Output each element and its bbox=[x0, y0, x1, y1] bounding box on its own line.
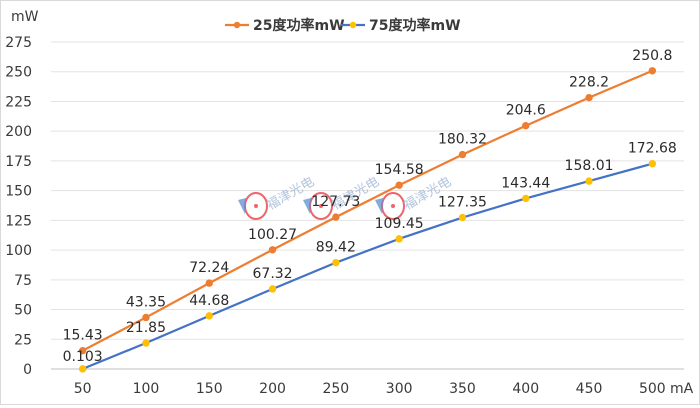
data-point-s1-6 bbox=[395, 181, 403, 189]
data-point-s2-6 bbox=[395, 235, 403, 243]
data-point-s2-7 bbox=[458, 213, 467, 222]
data-point-s1-10 bbox=[648, 67, 657, 75]
y-tick-label: 75 bbox=[14, 273, 32, 289]
y-tick-label: 0 bbox=[23, 362, 32, 378]
data-labels: 15.43 43.35 72.24 100.27 127.73 154.58 180.32 2… bbox=[63, 48, 677, 365]
logo-wing bbox=[238, 198, 246, 214]
data-label-s2-9: 158.01 bbox=[565, 158, 614, 174]
logo-wing bbox=[375, 198, 383, 214]
logo-dot bbox=[319, 204, 323, 208]
data-point-s1-8 bbox=[522, 122, 530, 130]
y-tick-label: 200 bbox=[5, 124, 32, 140]
data-label-s2-2: 21.85 bbox=[126, 320, 166, 336]
logo-dot bbox=[254, 204, 258, 208]
logo-wing bbox=[303, 198, 311, 214]
watermark-logo: 福津光电 bbox=[238, 174, 317, 220]
legend-label: 75度功率mW bbox=[369, 17, 461, 34]
x-tick-label: 300 bbox=[386, 381, 413, 397]
data-label-s2-5: 89.42 bbox=[316, 240, 356, 256]
y-tick-label: 25 bbox=[14, 332, 32, 348]
x-tick-label: 150 bbox=[196, 381, 223, 397]
x-tick-label: 350 bbox=[449, 381, 476, 397]
data-label-s2-10: 172.68 bbox=[628, 141, 677, 157]
y-axis-unit: mW bbox=[11, 9, 39, 25]
data-point-s2-9 bbox=[585, 177, 593, 185]
data-label-s1-7: 180.32 bbox=[438, 132, 487, 148]
data-label-s2-1: 0.103 bbox=[63, 349, 103, 365]
data-label-s1-4: 100.27 bbox=[248, 227, 297, 243]
data-label-s1-3: 72.24 bbox=[189, 260, 229, 276]
legend-swatch-marker bbox=[233, 21, 241, 29]
data-label-s1-8: 204.6 bbox=[506, 103, 546, 119]
data-point-s2-2 bbox=[142, 339, 150, 347]
x-tick-label: 450 bbox=[576, 381, 603, 397]
y-tick-label: 150 bbox=[5, 184, 32, 200]
logo-dot bbox=[391, 204, 395, 208]
data-point-s1-3 bbox=[205, 279, 213, 287]
data-label-s1-2: 43.35 bbox=[126, 294, 166, 310]
x-tick-label: 400 bbox=[512, 381, 539, 397]
series-line-1 bbox=[82, 69, 653, 352]
data-point-s2-4 bbox=[268, 285, 277, 293]
data-point-s2-5 bbox=[332, 258, 340, 267]
data-point-s1-4 bbox=[268, 246, 277, 254]
legend-label: 25度功率mW bbox=[253, 17, 345, 34]
x-axis-ticks: 50 100 150 200 250 300 350 400 450 500 bbox=[74, 381, 666, 397]
data-label-s1-1: 15.43 bbox=[63, 328, 103, 344]
data-label-s1-5: 127.73 bbox=[311, 194, 360, 210]
x-tick-label: 100 bbox=[133, 381, 160, 397]
x-tick-label: 250 bbox=[322, 381, 349, 397]
data-point-s1-5 bbox=[332, 213, 340, 221]
x-tick-label: 500 bbox=[639, 381, 666, 397]
data-label-s2-3: 44.68 bbox=[189, 293, 229, 309]
data-point-s2-1 bbox=[78, 365, 87, 373]
data-label-s1-10: 250.8 bbox=[632, 48, 672, 64]
y-tick-label: 175 bbox=[5, 154, 32, 170]
data-label-s2-6: 109.45 bbox=[375, 216, 424, 232]
y-tick-label: 50 bbox=[14, 303, 32, 319]
legend-swatch-marker bbox=[349, 21, 357, 29]
y-axis-ticks: 0 25 50 75 100 125 150 175 200 225 250 275 bbox=[5, 35, 32, 378]
x-tick-label: 200 bbox=[259, 381, 286, 397]
data-point-s1-7 bbox=[458, 150, 467, 159]
legend: 25度功率mW 75度功率mW bbox=[225, 17, 461, 34]
data-point-s1-1 bbox=[78, 346, 87, 355]
data-point-s2-10 bbox=[648, 159, 657, 168]
data-point-s2-8 bbox=[522, 194, 530, 203]
data-point-s1-9 bbox=[585, 93, 593, 102]
data-point-s1-2 bbox=[142, 313, 150, 322]
data-label-s2-4: 67.32 bbox=[253, 266, 293, 282]
data-label-s2-8: 143.44 bbox=[501, 175, 550, 191]
y-tick-label: 100 bbox=[5, 243, 32, 259]
data-label-s1-9: 228.2 bbox=[569, 75, 609, 91]
y-tick-label: 225 bbox=[5, 94, 32, 110]
legend-item-1: 25度功率mW bbox=[225, 17, 345, 34]
series-layer bbox=[78, 67, 657, 373]
data-label-s2-7: 127.35 bbox=[438, 195, 487, 211]
y-tick-label: 250 bbox=[5, 65, 32, 81]
y-tick-label: 275 bbox=[5, 35, 32, 51]
data-label-s1-6: 154.58 bbox=[375, 162, 424, 178]
data-point-s2-3 bbox=[205, 312, 213, 320]
legend-item-2: 75度功率mW bbox=[341, 17, 461, 34]
x-axis-unit: mA bbox=[670, 381, 694, 397]
x-tick-label: 50 bbox=[74, 381, 92, 397]
y-tick-label: 125 bbox=[5, 213, 32, 229]
series-line-2 bbox=[82, 162, 653, 370]
